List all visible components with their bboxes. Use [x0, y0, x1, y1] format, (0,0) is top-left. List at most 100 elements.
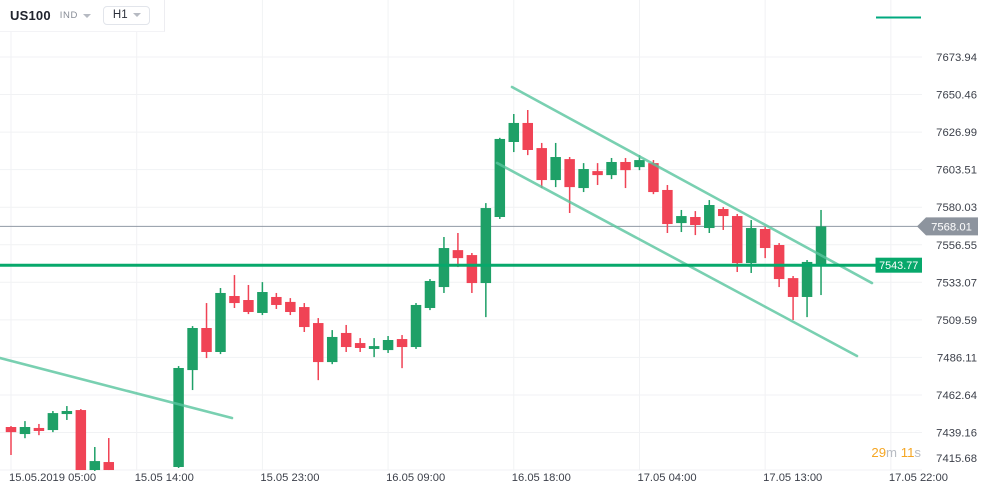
candle-wick [722, 207, 725, 230]
horizontal-line-price-badge [875, 257, 922, 273]
candle-down [522, 122, 533, 150]
candle-down [33, 427, 45, 432]
candle-down [229, 296, 240, 304]
candle-up [508, 122, 520, 142]
time-tick-label: 17.05 13:00 [763, 472, 822, 484]
price-tick-label: 7533.07 [936, 277, 977, 289]
candle-down [285, 301, 296, 313]
candle-wick [94, 446, 96, 471]
timeframe-selector[interactable]: H1 [102, 6, 150, 25]
candle-up [606, 161, 617, 176]
candle-wick [624, 157, 627, 189]
candle-down [75, 410, 87, 471]
candle-down [5, 427, 17, 433]
time-tick-label: 16.05 09:00 [386, 472, 445, 484]
candle-up [382, 339, 394, 351]
time-tick-label: 15.05 23:00 [260, 472, 319, 484]
price-tick-label: 7509.59 [936, 315, 977, 327]
candle-wick [233, 275, 236, 309]
candle-up [704, 205, 715, 229]
price-tick-label: 7603.51 [936, 165, 977, 177]
candle-down [773, 244, 785, 280]
trend-line[interactable] [495, 161, 859, 358]
candle-down [759, 228, 771, 249]
candle-countdown: 29m 11s [871, 445, 921, 460]
candle-up [480, 208, 492, 284]
candle-up [815, 226, 827, 266]
candle-up [745, 228, 757, 264]
candle-wick [10, 426, 12, 455]
timeframe-label: H1 [112, 9, 128, 21]
candle-up [19, 427, 31, 435]
price-tick-label: 7673.94 [936, 52, 977, 64]
horizontal-line-price-label: 7543.77 [879, 260, 918, 272]
candle-down [452, 250, 464, 259]
candle-down [201, 328, 212, 352]
candle-down [648, 163, 659, 193]
time-tick-label: 17.05 22:00 [889, 472, 948, 484]
candle-up [494, 138, 506, 218]
candle-down [690, 217, 701, 226]
time-tick-label: 17.05 04:00 [637, 472, 696, 484]
candle-down [313, 323, 324, 363]
candle-up [424, 280, 436, 309]
price-tick-label: 7462.64 [936, 390, 977, 402]
candle-down [731, 216, 743, 264]
candle-wick [457, 232, 459, 268]
candle-up [326, 336, 338, 363]
symbol-selector[interactable]: US100 IND [10, 8, 91, 23]
candle-down [299, 307, 310, 328]
price-tick-label: 7556.55 [936, 240, 977, 252]
time-tick-label: 15.05 14:00 [135, 472, 194, 484]
candle-up [410, 304, 422, 348]
candle-up [368, 346, 380, 349]
candle-down [592, 171, 603, 176]
candle-up [676, 216, 687, 224]
chevron-down-icon [82, 13, 91, 18]
candle-wick [792, 276, 794, 321]
time-tick-label: 15.05.2019 05:00 [9, 472, 96, 484]
candle-wick [247, 284, 250, 315]
candle-wick [108, 438, 110, 471]
candle-down [662, 189, 673, 225]
candle-down [564, 159, 575, 188]
price-tick-label: 7580.03 [936, 202, 977, 214]
time-axis[interactable] [0, 470, 990, 497]
time-tick-label: 16.05 18:00 [512, 472, 571, 484]
price-tick-label: 7486.11 [937, 352, 977, 364]
candle-down [271, 296, 282, 305]
price-tick-label: 7439.16 [936, 428, 977, 440]
candle-up [257, 292, 268, 313]
candle-down [787, 278, 799, 297]
trend-line[interactable] [510, 85, 874, 285]
candle-up [187, 328, 198, 371]
candle-down [466, 255, 478, 284]
symbol-name: US100 [10, 8, 51, 23]
trend-line[interactable] [0, 356, 234, 420]
candle-up [801, 261, 813, 297]
candle-down [396, 339, 408, 348]
last-price-label: 7568.01 [931, 221, 972, 233]
candle-down [103, 462, 115, 471]
candle-wick [401, 335, 403, 369]
candle-up [61, 411, 73, 415]
candle-up [550, 157, 561, 181]
candle-down [620, 161, 631, 171]
candle-up [173, 367, 184, 467]
candle-up [89, 461, 101, 471]
candle-up [215, 292, 226, 352]
candle-up [578, 169, 589, 189]
candle-up [634, 160, 645, 168]
price-tick-label: 7650.46 [936, 90, 977, 102]
last-price-badge [917, 217, 978, 236]
market-type-label: IND [59, 10, 78, 21]
candle-down [718, 209, 729, 217]
chart-header: US100 IND H1 [0, 0, 165, 32]
candle-up [438, 248, 450, 288]
chevron-down-icon [132, 13, 141, 17]
price-axis[interactable] [922, 0, 990, 470]
candle-down [243, 300, 254, 313]
